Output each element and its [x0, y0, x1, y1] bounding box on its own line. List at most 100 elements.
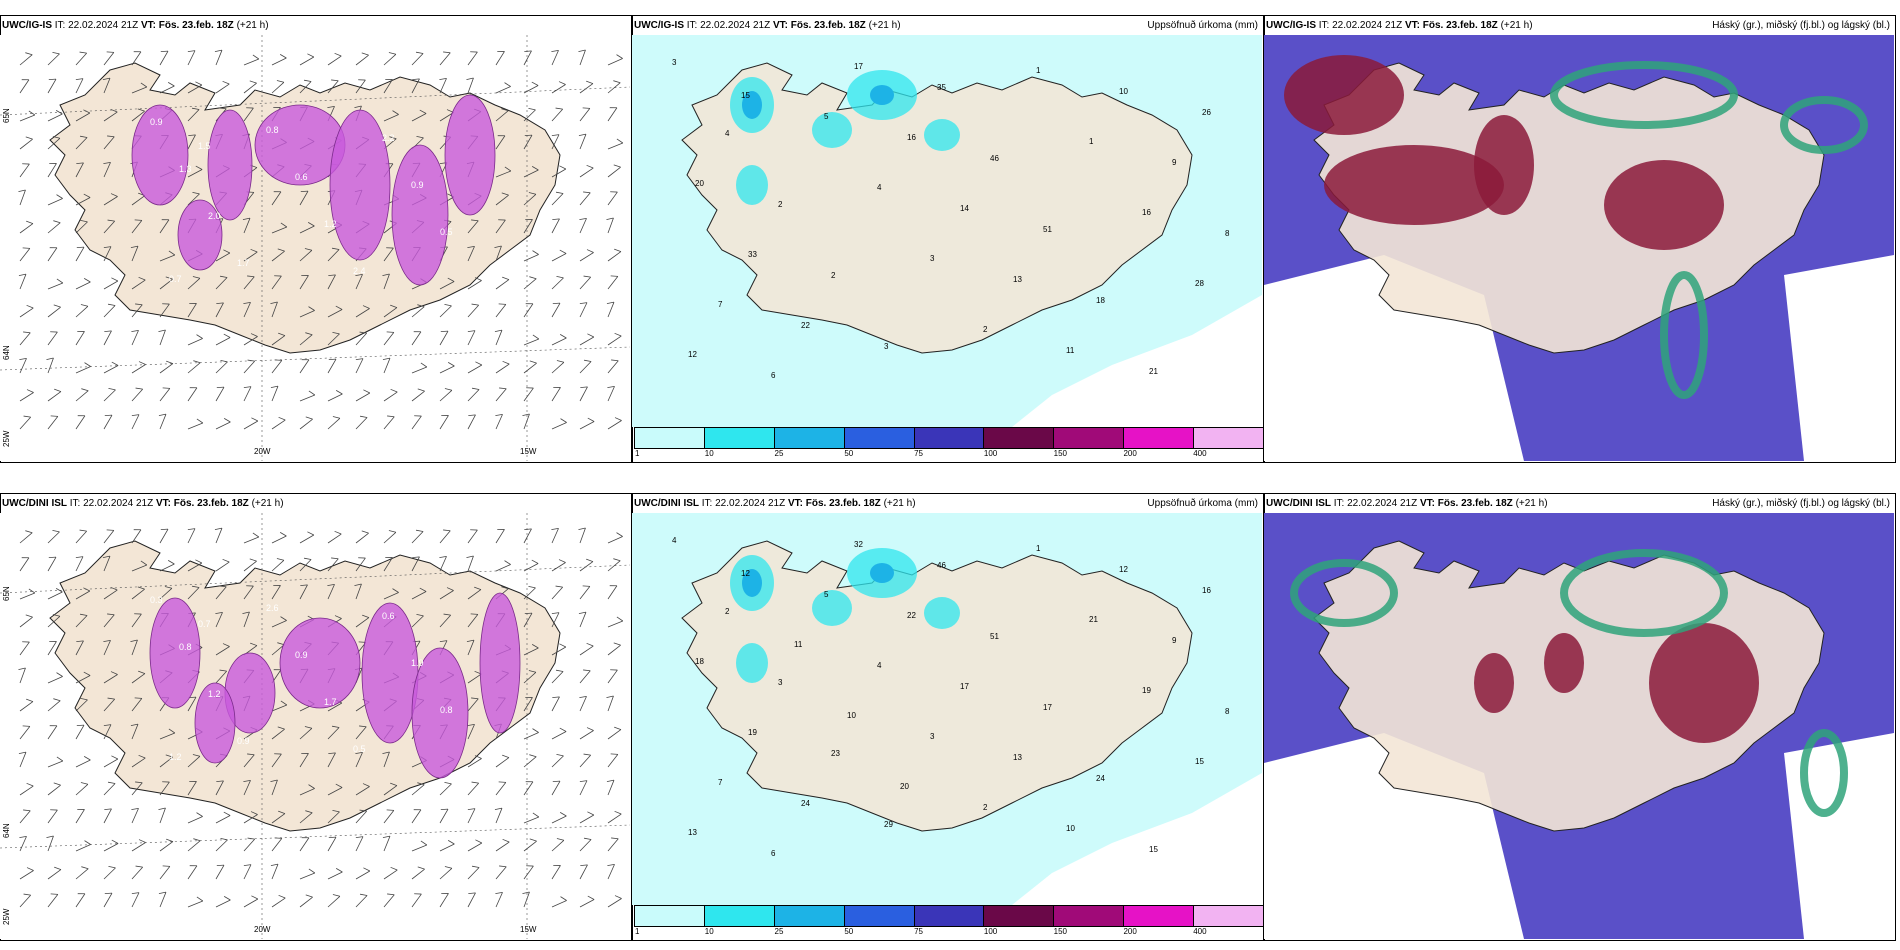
wind-barb	[382, 835, 391, 852]
wind-barb-flag	[26, 698, 34, 702]
wind-barb	[187, 50, 196, 66]
wind-barb-flag	[50, 893, 58, 895]
precip-value: 28	[1195, 279, 1204, 288]
wind-barb-flag	[135, 781, 143, 784]
wind-barb-flag	[609, 585, 617, 587]
wind-barb-staff	[19, 616, 33, 628]
wind-barb-staff	[551, 586, 564, 600]
wind-barb-staff	[187, 303, 197, 318]
wind-barb-flag	[158, 329, 166, 333]
wind-barb-flag	[251, 895, 259, 900]
wind-barb-flag	[502, 838, 510, 843]
wind-barb-flag	[52, 529, 60, 533]
wind-barb	[299, 531, 315, 544]
wind-barb-staff	[355, 895, 368, 908]
wind-barb-flag	[46, 357, 54, 361]
wind-barb	[103, 639, 111, 656]
wind-barb-flag	[23, 415, 31, 418]
wind-barb-flag	[77, 893, 85, 895]
wind-barb-staff	[19, 138, 33, 150]
wind-barb-staff	[495, 757, 510, 768]
wind-barb-flag	[471, 387, 480, 390]
wind-barb-staff	[271, 559, 285, 572]
wind-barb	[243, 864, 252, 880]
wind-barb-staff	[383, 592, 399, 600]
wind-barb-staff	[103, 724, 112, 740]
wind-barb	[607, 810, 622, 824]
wind-barb	[495, 192, 509, 206]
wind-barb-flag	[414, 415, 422, 417]
wind-barb-flag	[495, 891, 503, 894]
precip-value: 1	[1089, 137, 1094, 146]
wind-barb-staff	[579, 612, 587, 628]
wind-barb	[18, 751, 27, 768]
wind-barb-staff	[299, 81, 312, 94]
wind-barb-staff	[103, 808, 112, 824]
wind-barb-flag	[25, 530, 33, 534]
wind-barb	[47, 809, 58, 824]
wind-barb-staff	[159, 732, 175, 740]
wind-barb-flag	[54, 866, 62, 870]
wind-barb	[159, 219, 170, 234]
wind-barb-staff	[411, 893, 422, 908]
precip-value: 12	[741, 569, 750, 578]
wind-barb	[411, 840, 428, 852]
wind-barb-flag	[524, 612, 533, 615]
wind-barb-flag	[387, 415, 395, 418]
wind-barb-staff	[579, 302, 588, 318]
wind-barb	[411, 782, 425, 796]
wind-barb-flag	[249, 80, 257, 84]
wind-barb-staff	[383, 785, 398, 796]
wind-barb	[579, 585, 591, 600]
wind-barb-flag	[278, 810, 286, 814]
wind-barb	[215, 249, 231, 262]
wind-barb	[607, 385, 615, 402]
wind-barb-staff	[19, 701, 34, 712]
wind-barb-staff	[159, 278, 173, 290]
wind-barb	[579, 359, 592, 374]
wind-barb-flag	[583, 669, 591, 672]
wind-barb-flag	[552, 218, 560, 220]
wind-barb-staff	[103, 892, 113, 908]
wind-barb-staff	[271, 275, 282, 290]
wind-barb	[299, 584, 308, 600]
wind-barb	[159, 728, 176, 740]
wind-barb	[75, 78, 84, 94]
wind-barb	[411, 809, 422, 824]
precip-value: 10	[847, 711, 856, 720]
wind-barb-staff	[607, 669, 618, 684]
wind-barb-flag	[616, 138, 624, 144]
wind-barb-flag	[196, 812, 203, 817]
wind-barb-flag	[81, 388, 89, 392]
wind-barb	[159, 250, 176, 262]
wind-barb	[551, 838, 565, 852]
wind-barb-staff	[607, 420, 622, 430]
freezing-label: 0.7	[198, 619, 211, 629]
wind-barb-staff	[75, 331, 85, 346]
wind-barb-flag	[54, 388, 62, 392]
wind-barb	[19, 614, 33, 628]
wind-barb-staff	[551, 218, 560, 234]
wind-barb-staff	[131, 246, 139, 262]
wind-barb	[327, 868, 343, 880]
wind-barb-flag	[578, 527, 586, 531]
wind-barb	[607, 616, 624, 628]
wind-barb	[75, 587, 91, 600]
wind-barb	[19, 52, 33, 66]
wind-barb-staff	[47, 531, 60, 544]
wind-barb	[243, 417, 259, 430]
wind-barb-staff	[187, 422, 203, 430]
wind-barb-flag	[243, 301, 251, 304]
wind-map: 0.30.81.20.92.60.91.70.50.61.90.81.20.7	[0, 513, 630, 939]
wind-barb-flag	[555, 191, 564, 194]
wind-barb-staff	[187, 277, 201, 290]
wind-barb-staff	[551, 696, 560, 712]
colorbar-label: 400	[1193, 449, 1207, 458]
wind-barb-flag	[279, 54, 287, 59]
wind-barb-flag	[196, 896, 204, 902]
wind-barb-staff	[383, 810, 395, 824]
wind-barb-flag	[559, 643, 567, 648]
wind-barb	[19, 867, 34, 880]
wind-barb	[271, 700, 288, 712]
wind-barb-flag	[76, 246, 85, 249]
